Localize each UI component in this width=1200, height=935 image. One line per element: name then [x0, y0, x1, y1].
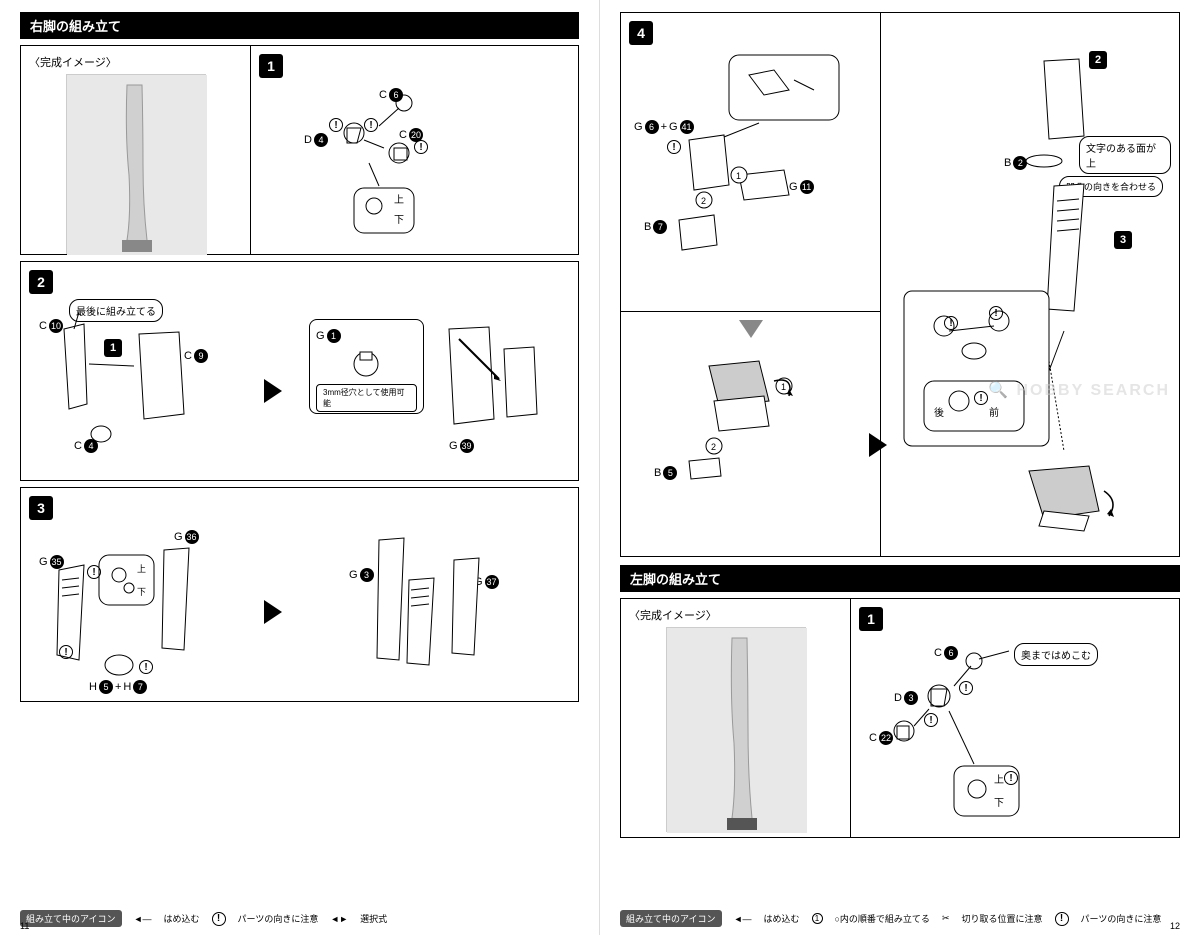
right-page: 4 G6+G41 G11 B7 1 2 !: [600, 0, 1200, 935]
footer-right: 組み立て中のアイコン ◄— はめ込む 1 ○内の順番で組み立てる ✂ 切り取る位…: [620, 910, 1180, 927]
step3-diagram-left: 上 下: [29, 520, 229, 695]
footer-label-r: 組み立て中のアイコン: [620, 910, 722, 927]
order-icon: 1: [812, 913, 823, 924]
scissors-icon: ✂: [942, 913, 950, 924]
footer-cut: 切り取る位置に注意: [961, 912, 1042, 925]
arrow-right-icon: [264, 379, 282, 403]
svg-text:1: 1: [736, 171, 741, 181]
svg-text:上: 上: [137, 564, 146, 574]
alert-icon: !: [974, 391, 988, 405]
svg-text:後: 後: [934, 406, 944, 419]
svg-text:前: 前: [989, 406, 999, 419]
svg-text:1: 1: [781, 382, 786, 392]
part-g1: G1: [316, 329, 341, 343]
footer-order: ○内の順番で組み立てる: [835, 912, 930, 925]
step3-diagram-right: [339, 520, 539, 695]
alert-icon: !: [944, 316, 958, 330]
footer-label: 組み立て中のアイコン: [20, 910, 122, 927]
row-3: 3 G35 G36 H5+H7 上 下 ! ! !: [20, 487, 579, 702]
alert-icon: !: [1055, 912, 1069, 926]
step-2: 2: [29, 270, 53, 294]
svg-text:下: 下: [137, 587, 146, 597]
g1-svg: [316, 344, 416, 384]
step-1: 1: [259, 54, 283, 78]
completed-image-left: [666, 627, 806, 832]
completed-image-cell: 〈完成イメージ〉: [21, 46, 251, 254]
row-1: 〈完成イメージ〉 1 C6 C20 D4: [20, 45, 579, 255]
alert-icon: !: [924, 713, 938, 727]
alert-icon: !: [212, 912, 226, 926]
alert-icon: !: [59, 645, 73, 659]
svg-text:2: 2: [711, 442, 716, 452]
step4-left-cell: 4 G6+G41 G11 B7 1 2 !: [621, 13, 881, 556]
leg-photo-left-svg: [667, 628, 807, 833]
section-header-right-leg: 右脚の組み立て: [20, 12, 579, 39]
completed-label-left: 〈完成イメージ〉: [629, 607, 842, 623]
alert-icon: !: [959, 681, 973, 695]
footer-left: 組み立て中のアイコン ◄— はめ込む ! パーツの向きに注意 ◄► 選択式: [20, 910, 579, 927]
completed-label: 〈完成イメージ〉: [29, 54, 242, 70]
step-4: 4: [629, 21, 653, 45]
footer-optional: 選択式: [360, 912, 387, 925]
step-1-left: 1: [859, 607, 883, 631]
step4-right-cell: 2 3 B2 文字のある面が上 凹凸の向きを合わせる G29 G31 H2: [881, 13, 1179, 556]
step1-cell: 1 C6 C20 D4 上 下: [251, 46, 578, 254]
step2-diagram-left: [29, 294, 269, 479]
alert-icon: !: [989, 306, 1003, 320]
watermark: 🔍 HOBBY SEARCH: [988, 380, 1170, 400]
step1-left-diagram: 上 下: [859, 631, 1139, 831]
page-num-left: 11: [20, 921, 29, 931]
step2-diagram-right: [429, 319, 559, 469]
step3-cell: 3 G35 G36 H5+H7 上 下 ! ! !: [21, 488, 578, 701]
step4-lower-diagram: 1 2: [629, 346, 849, 516]
row-step4: 4 G6+G41 G11 B7 1 2 !: [620, 12, 1180, 557]
footer-direction-r: パーツの向きに注意: [1081, 912, 1162, 925]
step2-cell: 2 最後に組み立てる C10 C9 C4 1 G1: [21, 262, 578, 480]
step4-upper-diagram: 1 2: [629, 45, 869, 295]
step-3: 3: [29, 496, 53, 520]
arrow-right-icon: [264, 600, 282, 624]
svg-text:上: 上: [994, 774, 1004, 786]
alert-icon: !: [667, 140, 681, 154]
footer-insert-icon-r: ◄—: [734, 914, 752, 924]
page-num-right: 12: [1170, 921, 1180, 931]
alert-icon: !: [1004, 771, 1018, 785]
svg-text:上: 上: [394, 194, 404, 206]
left-page: 右脚の組み立て 〈完成イメージ〉 1 C6 C20 D4: [0, 0, 600, 935]
footer-direction: パーツの向きに注意: [238, 912, 319, 925]
footer-insert-icon: ◄—: [134, 914, 152, 924]
row-left-leg: 〈完成イメージ〉 1 C6 D3 C22 奥まではめこむ: [620, 598, 1180, 838]
alert-icon: !: [329, 118, 343, 132]
step4-assembly-diagram: 後 前: [889, 21, 1169, 541]
completed-image: [66, 74, 206, 254]
arrow-right-icon: [869, 433, 887, 457]
footer-insert: はめ込む: [163, 912, 199, 925]
callout-3mm: 3mm径穴として使用可能: [316, 384, 417, 412]
alert-icon: !: [414, 140, 428, 154]
alert-icon: !: [87, 565, 101, 579]
step1-diagram: 上 下: [259, 78, 539, 248]
footer-insert-r: はめ込む: [763, 912, 799, 925]
svg-text:下: 下: [394, 215, 404, 226]
svg-text:下: 下: [994, 798, 1004, 809]
leg-photo-svg: [67, 75, 207, 255]
alert-icon: !: [139, 660, 153, 674]
svg-text:2: 2: [701, 196, 706, 206]
section-header-left-leg: 左脚の組み立て: [620, 565, 1180, 592]
footer-optional-icon: ◄►: [330, 914, 348, 924]
completed-image-cell-left: 〈完成イメージ〉: [621, 599, 851, 837]
callout-box: G1 3mm径穴として使用可能: [309, 319, 424, 414]
step1-left-cell: 1 C6 D3 C22 奥まではめこむ 上: [851, 599, 1179, 837]
arrow-down-icon: [739, 320, 763, 338]
row-2: 2 最後に組み立てる C10 C9 C4 1 G1: [20, 261, 579, 481]
alert-icon: !: [364, 118, 378, 132]
